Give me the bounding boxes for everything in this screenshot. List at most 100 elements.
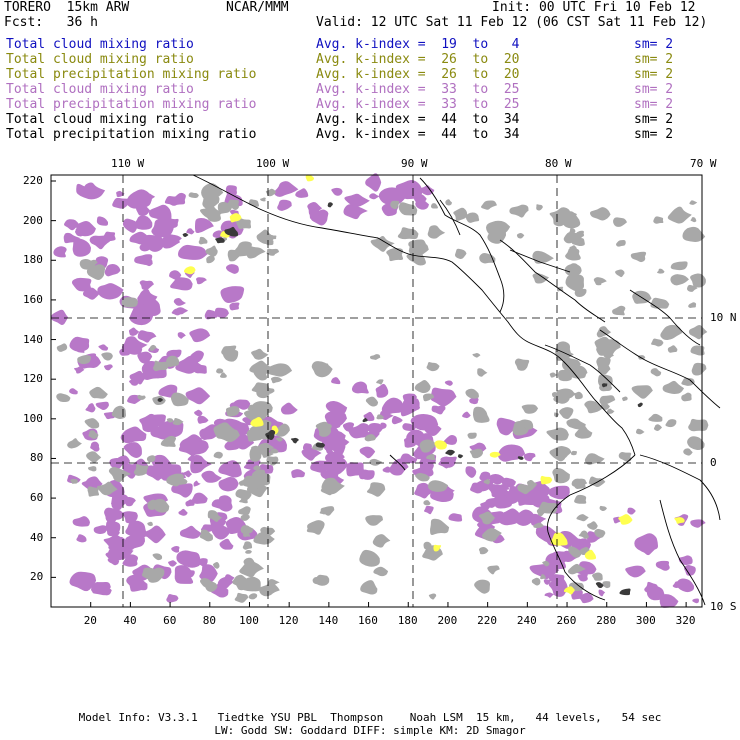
lat-label: 0: [710, 456, 717, 469]
purple-cloud: [214, 307, 229, 318]
gray-cloud: [653, 424, 662, 431]
dark-precip: [290, 437, 299, 444]
gray-cloud: [480, 200, 497, 210]
purple-cloud: [98, 344, 109, 351]
lat-lon-grid: [51, 175, 702, 607]
gray-cloud: [688, 302, 697, 308]
purple-cloud: [194, 409, 203, 417]
purple-cloud: [171, 546, 180, 553]
purple-cloud: [151, 218, 174, 238]
purple-cloud: [343, 204, 368, 220]
legend-kindex: Avg. k-index = 33 to 25: [316, 82, 520, 97]
legend-label: Total cloud mixing ratio: [6, 82, 194, 97]
purple-cloud: [177, 332, 186, 339]
y-tick-label: 120: [23, 372, 43, 386]
purple-cloud: [197, 415, 209, 424]
purple-cloud: [176, 550, 201, 568]
gray-cloud: [599, 395, 616, 405]
gray-cloud: [419, 439, 436, 453]
gray-cloud: [477, 368, 488, 377]
gray-cloud: [205, 245, 218, 257]
purple-cloud: [123, 442, 142, 458]
purple-cloud: [419, 462, 434, 477]
gray-cloud: [689, 200, 698, 205]
purple-cloud: [148, 204, 172, 222]
purple-cloud: [190, 434, 203, 442]
gray-cloud: [536, 204, 543, 211]
gray-cloud: [317, 363, 329, 371]
purple-cloud: [348, 423, 370, 439]
gray-cloud: [576, 514, 589, 522]
gray-cloud: [274, 423, 290, 437]
x-tick-label: 320: [675, 614, 696, 627]
x-tick-label: 120: [278, 614, 299, 627]
gray-cloud: [554, 412, 559, 418]
purple-cloud: [163, 217, 179, 229]
purple-cloud: [548, 485, 570, 500]
gray-cloud: [574, 425, 593, 439]
gray-cloud: [235, 489, 252, 501]
purple-cloud: [129, 370, 146, 385]
gray-cloud: [514, 358, 530, 371]
purple-cloud: [72, 238, 91, 257]
lon-label: 110 W: [111, 157, 145, 170]
yellow-precip: [434, 440, 448, 450]
purple-cloud: [676, 578, 694, 593]
axis-ticks: [51, 180, 687, 607]
gray-cloud: [465, 212, 480, 223]
gray-cloud: [539, 574, 546, 580]
yellow-precip: [584, 549, 597, 560]
gray-cloud: [526, 479, 538, 489]
gray-cloud: [574, 494, 587, 504]
purple-cloud: [126, 574, 148, 591]
gray-cloud: [635, 428, 645, 435]
dark-precip: [182, 232, 189, 237]
purple-cloud: [659, 594, 679, 608]
purple-cloud: [273, 181, 299, 197]
gray-cloud: [422, 393, 435, 402]
gray-cloud: [269, 448, 279, 454]
purple-cloud: [137, 288, 158, 305]
gray-cloud: [165, 355, 180, 368]
gray-cloud: [667, 206, 692, 224]
purple-cloud: [543, 579, 551, 585]
gray-cloud: [648, 413, 663, 422]
purple-cloud: [369, 193, 380, 200]
gray-cloud: [690, 345, 705, 356]
purple-cloud: [193, 480, 201, 487]
gray-cloud: [688, 324, 708, 340]
gray-cloud: [417, 239, 425, 245]
lon-label: 70 W: [690, 157, 717, 170]
gray-cloud: [565, 247, 581, 261]
purple-cloud: [514, 509, 536, 526]
gray-cloud: [270, 376, 283, 384]
purple-cloud: [346, 462, 365, 477]
gray-cloud: [170, 392, 189, 407]
legend-label: Total precipitation mixing ratio: [6, 97, 257, 112]
legend-smoothing: sm= 2: [634, 67, 674, 82]
gray-cloud: [546, 427, 569, 441]
gray-cloud: [519, 419, 534, 430]
gray-cloud: [542, 560, 550, 567]
purple-cloud: [187, 454, 196, 462]
purple-cloud: [295, 188, 309, 198]
purple-cloud: [174, 565, 194, 584]
gray-cloud: [557, 369, 572, 382]
legend-kindex: Avg. k-index = 26 to 20: [316, 67, 520, 82]
gray-cloud: [240, 525, 254, 534]
purple-cloud: [366, 423, 384, 434]
purple-cloud: [220, 286, 245, 304]
gray-cloud-fields: [56, 183, 709, 603]
purple-cloud: [382, 466, 391, 473]
purple-cloud: [430, 387, 457, 407]
legend-label: Total precipitation mixing ratio: [6, 67, 257, 82]
purple-cloud: [137, 351, 153, 364]
legend-smoothing: sm= 2: [634, 37, 674, 52]
gray-cloud: [606, 408, 615, 414]
gray-cloud: [376, 379, 384, 385]
purple-cloud: [103, 364, 113, 371]
gray-cloud: [428, 593, 437, 600]
yellow-precip: [305, 174, 315, 182]
purple-cloud: [692, 598, 699, 604]
yellow-precip: [540, 475, 553, 485]
